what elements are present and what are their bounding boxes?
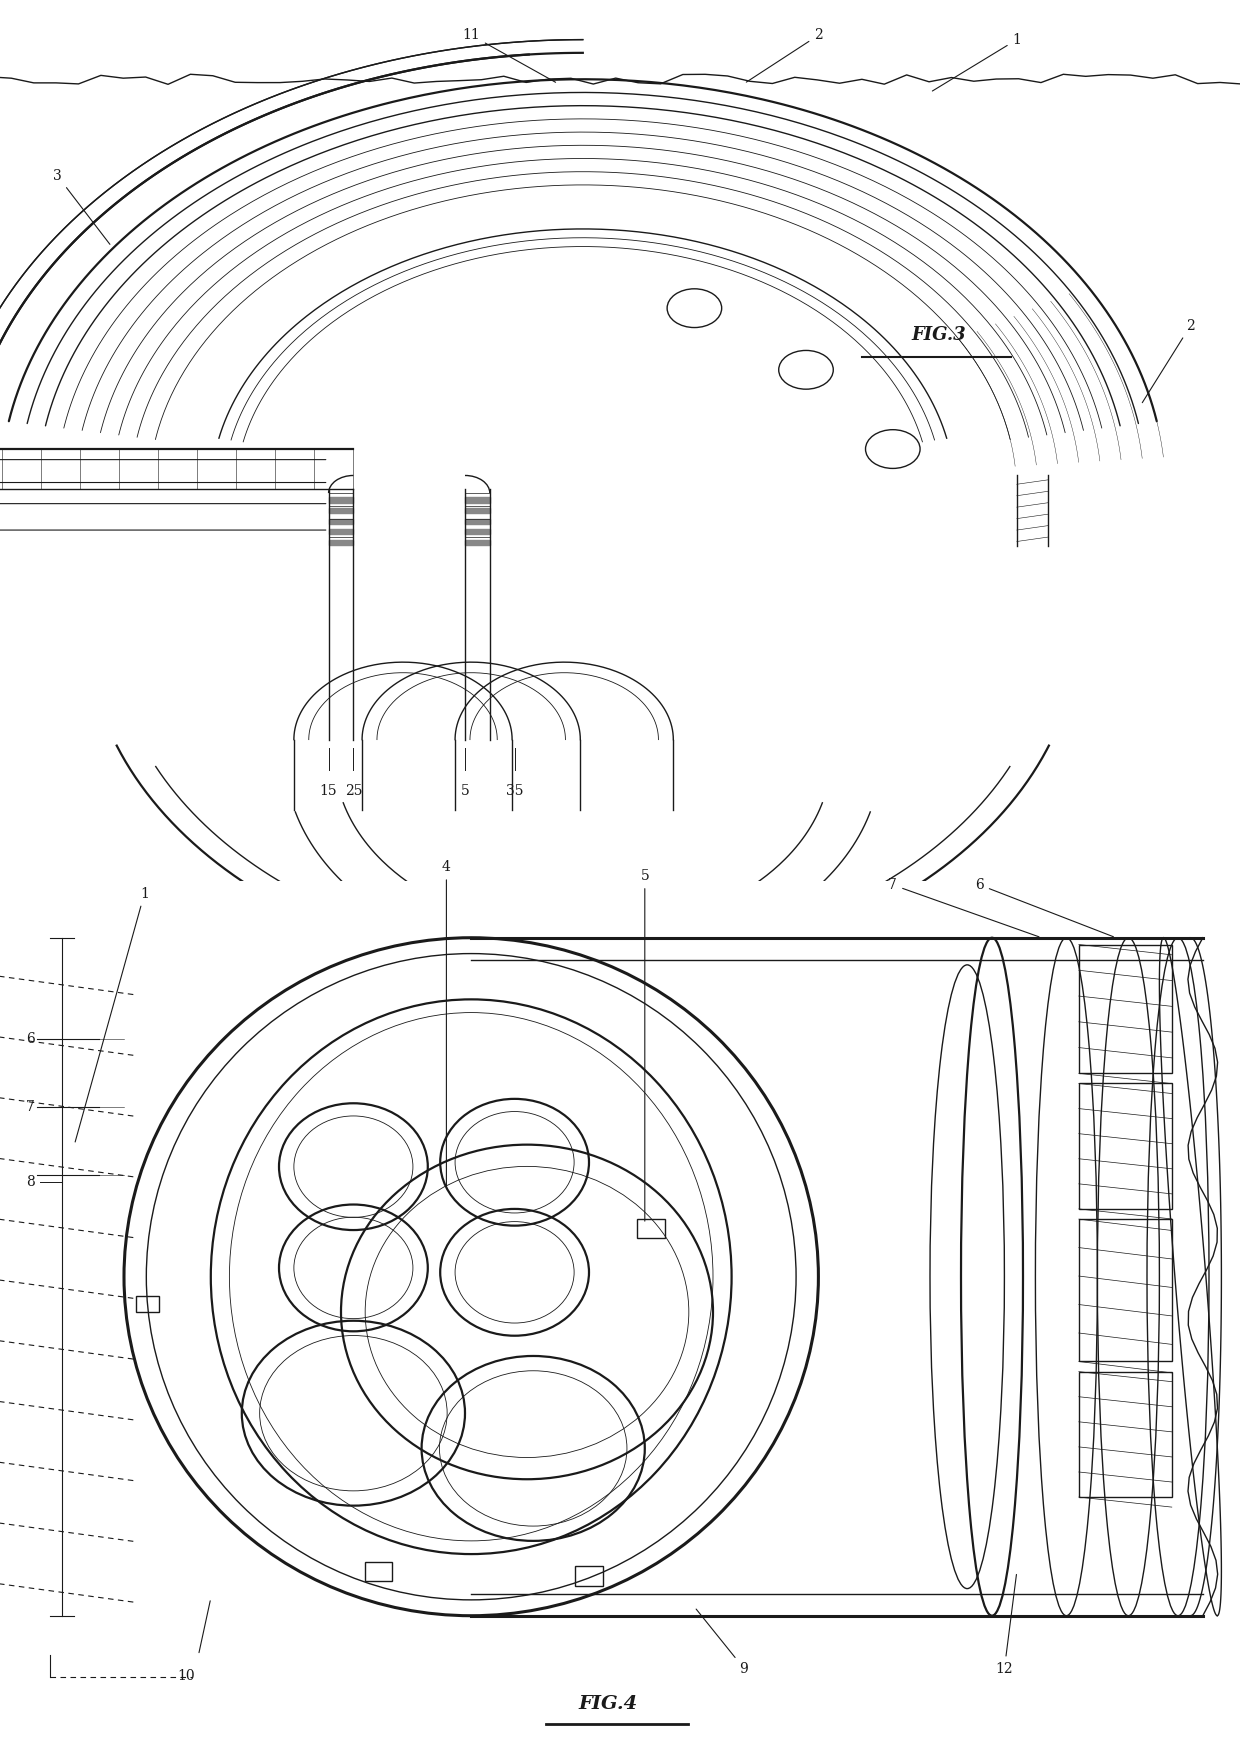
Polygon shape [329,528,353,535]
Polygon shape [329,539,353,546]
Bar [1079,1219,1172,1361]
Text: 3: 3 [53,169,110,245]
Text: 1: 1 [76,888,149,1141]
Polygon shape [329,519,353,525]
Text: 9: 9 [696,1610,749,1675]
Polygon shape [465,539,490,546]
Text: FIG.3: FIG.3 [911,326,966,343]
Text: 11: 11 [463,28,556,83]
Text: 5: 5 [640,870,650,1220]
Bar [1079,944,1172,1072]
Text: 2: 2 [1142,319,1195,403]
Bar [575,1567,603,1585]
Polygon shape [329,498,353,504]
Bar [1079,1083,1172,1208]
Text: 2: 2 [746,28,823,83]
Bar [136,1296,159,1312]
Text: 35: 35 [506,784,523,798]
Text: 15: 15 [320,784,337,798]
Polygon shape [465,519,490,525]
Polygon shape [465,498,490,504]
Polygon shape [329,507,353,514]
Text: 7: 7 [26,1101,35,1115]
Text: 7: 7 [888,879,1039,937]
Text: 5: 5 [460,784,470,798]
Bar [1079,1372,1172,1497]
Text: 1: 1 [932,33,1022,92]
Text: 8: 8 [26,1175,35,1189]
Text: 25: 25 [345,784,362,798]
Text: 4: 4 [441,861,451,1185]
Text: 12: 12 [996,1574,1017,1675]
Text: 6: 6 [26,1032,35,1046]
Polygon shape [465,507,490,514]
Text: 10: 10 [177,1669,195,1682]
Polygon shape [465,528,490,535]
Bar [637,1219,665,1238]
Bar [365,1562,392,1581]
Text: FIG.4: FIG.4 [578,1694,637,1713]
Text: 6: 6 [975,879,1114,937]
